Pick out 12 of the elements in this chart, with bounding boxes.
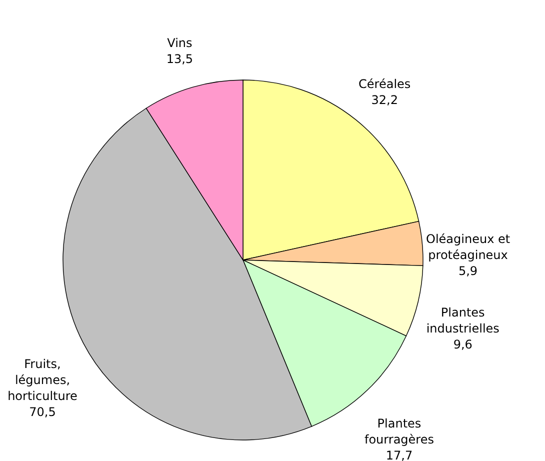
slice-label: Vins <box>167 36 192 50</box>
slice-label: Céréales <box>358 76 411 91</box>
slice-label: Plantes industrielles <box>426 305 500 336</box>
slice-label: Oléagineux et protéagineux <box>426 232 510 262</box>
data-label: 5,9 <box>458 264 478 278</box>
data-label: 70,5 <box>29 405 56 420</box>
data-label: 32,2 <box>371 92 398 107</box>
data-label: 17,7 <box>386 448 413 461</box>
data-label: 13,5 <box>166 52 194 66</box>
slice-label: Plantes fourragères <box>364 416 434 446</box>
data-label: 9,6 <box>453 337 472 352</box>
slice-label: Fruits, légumes, horticulture <box>8 357 78 404</box>
